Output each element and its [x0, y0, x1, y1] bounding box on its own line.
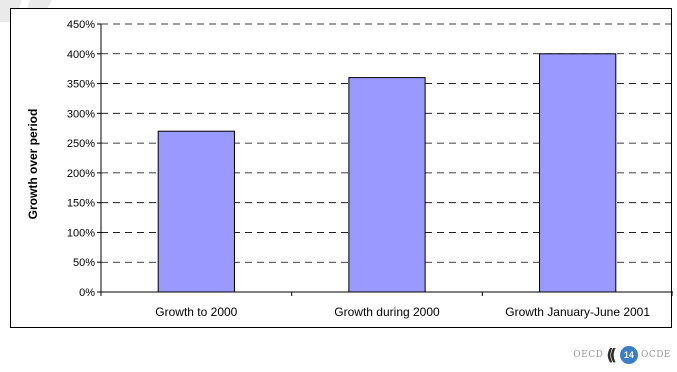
bar-chart: 0% 50% 100% 150% 200% 250% 300% 350% 400% 450% Gr…: [26, 19, 673, 319]
bar: [539, 53, 617, 293]
y-tick-label: 200%: [67, 168, 95, 180]
y-tick-labels: 0% 50% 100% 150% 200% 250% 300% 350% 400% 450%: [67, 19, 95, 299]
chart-frame: 0% 50% 100% 150% 200% 250% 300% 350% 400% 450% Gr…: [10, 8, 673, 328]
x-category-label: Growth January-June 2001: [505, 305, 650, 319]
y-tick-label: 450%: [67, 19, 95, 31]
bars: [157, 53, 617, 293]
y-tick-label: 300%: [67, 108, 95, 120]
footer: OECD (( 14 OCDE: [573, 345, 671, 364]
y-tick-label: 350%: [67, 79, 95, 91]
y-tick-label: 150%: [67, 198, 95, 210]
oecd-logo-icon: ((: [606, 345, 616, 364]
y-tick-label: 50%: [73, 257, 95, 269]
bar: [348, 77, 426, 293]
y-tick-label: 250%: [67, 138, 95, 150]
y-tick-label: 100%: [67, 227, 95, 239]
x-category-labels: Growth to 2000 Growth during 2000 Growth J…: [155, 305, 650, 319]
y-tick-label: 400%: [67, 49, 95, 61]
y-tick-label: 0%: [79, 287, 95, 299]
x-category-label: Growth during 2000: [334, 305, 440, 319]
footer-org-left: OECD: [573, 349, 604, 360]
page-number-badge: 14: [619, 345, 638, 364]
axes: [97, 23, 673, 296]
footer-org-right: OCDE: [640, 349, 671, 360]
y-axis-label: Growth over period: [26, 109, 40, 220]
bar: [157, 130, 235, 293]
x-category-label: Growth to 2000: [155, 305, 237, 319]
